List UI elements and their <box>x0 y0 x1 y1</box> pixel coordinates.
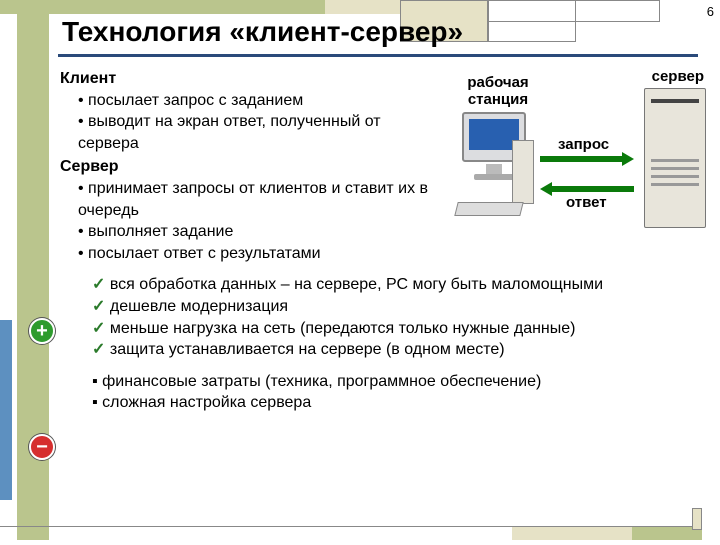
frame-left-blue <box>0 320 12 500</box>
server-label: сервер <box>652 68 704 85</box>
pro-item: меньше нагрузка на сеть (передаются толь… <box>92 318 700 340</box>
server-item: принимает запросы от клиентов и ставит и… <box>78 178 478 221</box>
title-underline <box>58 54 698 57</box>
server-icon <box>644 88 706 228</box>
frame-bottom-right <box>692 508 702 530</box>
pro-item: защита устанавливается на сервере (в одн… <box>92 339 700 361</box>
pro-item: дешевле модернизация <box>92 296 700 318</box>
request-arrow <box>540 154 634 164</box>
cons-list: финансовые затраты (техника, программное… <box>60 371 700 414</box>
page-number: 6 <box>707 4 714 19</box>
response-label: ответ <box>566 194 607 211</box>
pro-item: вся обработка данных – на сервере, РС мо… <box>92 274 700 296</box>
workstation-icon <box>450 112 538 222</box>
request-label: запрос <box>558 136 609 153</box>
frame-bottom <box>0 526 720 540</box>
con-item: финансовые затраты (техника, программное… <box>92 371 700 393</box>
frame-top-cream <box>325 0 400 14</box>
frame-top-box-empty <box>488 0 576 42</box>
plus-icon: + <box>29 318 55 344</box>
pros-list: вся обработка данных – на сервере, РС мо… <box>60 274 700 360</box>
con-item: сложная настройка сервера <box>92 392 700 414</box>
workstation-label: рабочая станция <box>458 74 538 108</box>
client-item: выводит на экран ответ, полученный от се… <box>78 111 418 154</box>
diagram: рабочая станция сервер запрос ответ <box>440 66 710 246</box>
slide-title: Технология «клиент-сервер» <box>62 16 463 48</box>
response-arrow <box>540 184 634 194</box>
minus-icon: − <box>29 434 55 460</box>
